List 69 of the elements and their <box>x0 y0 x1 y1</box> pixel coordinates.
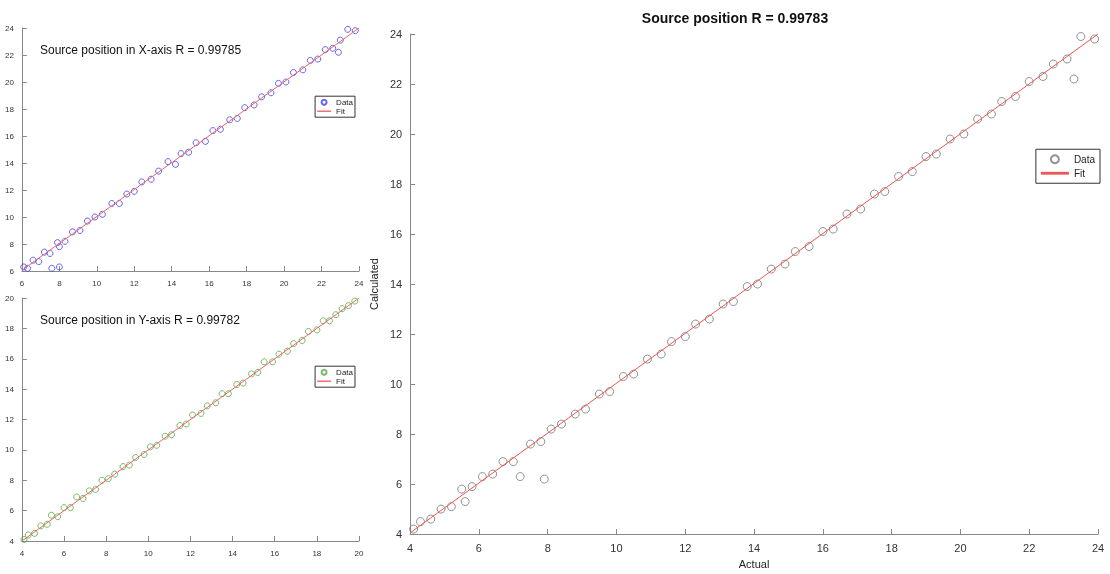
y-tick-label: 12 <box>4 415 15 424</box>
x-tick-label: 8 <box>57 278 63 288</box>
x-tick-label: 14 <box>167 278 177 288</box>
x-tick-label: 14 <box>747 541 761 554</box>
x-tick-label: 14 <box>228 548 238 558</box>
y-tick-label: 16 <box>389 228 403 241</box>
y-tick-label: 14 <box>4 158 15 168</box>
x-tick-label: 10 <box>610 541 623 554</box>
legend-label: Fit <box>336 376 346 386</box>
chart-title: Source position R = 0.99783 <box>641 10 829 26</box>
y-tick-label: 24 <box>4 23 15 33</box>
x-tick-label: 8 <box>544 541 551 554</box>
y-tick-label: 6 <box>9 266 15 276</box>
x-tick-label: 10 <box>92 278 102 288</box>
x-tick-label: 16 <box>270 548 280 558</box>
y-tick-label: 20 <box>4 77 15 87</box>
legend-label: Fit <box>336 106 346 116</box>
y-tick-label: 14 <box>4 384 15 394</box>
y-tick-label: 20 <box>389 128 403 141</box>
y-tick-label: 18 <box>389 178 403 191</box>
y-tick-label: 10 <box>4 445 15 455</box>
legend-label: Data <box>336 367 354 377</box>
y-tick-label: 18 <box>4 323 15 333</box>
x-tick-label: 4 <box>407 541 414 554</box>
x-tick-label: 18 <box>885 541 898 554</box>
annotation: Source position in X-axis R = 0.99785 <box>40 43 242 57</box>
y-tick-label: 6 <box>396 478 403 491</box>
x-tick-label: 4 <box>19 548 25 558</box>
x-tick-label: 8 <box>103 548 109 558</box>
y-tick-label: 10 <box>4 212 15 222</box>
legend-label: Data <box>336 97 354 107</box>
y-tick-label: 6 <box>9 506 15 516</box>
y-tick-label: 8 <box>9 475 15 485</box>
x-tick-label: 12 <box>186 548 196 558</box>
y-tick-label: 24 <box>389 28 403 40</box>
y-tick-label: 12 <box>4 185 15 195</box>
x-tick-label: 10 <box>143 548 154 558</box>
x-tick-label: 12 <box>679 541 692 554</box>
x-tick-label: 22 <box>317 278 327 288</box>
x-tick-label: 24 <box>1091 541 1105 554</box>
y-tick-label: 10 <box>389 378 403 391</box>
x-axis-title: Actual <box>738 557 770 570</box>
x-tick-label: 12 <box>129 278 140 288</box>
y-tick-label: 22 <box>389 78 403 91</box>
x-tick-label: 24 <box>354 278 364 288</box>
x-tick-label: 6 <box>61 548 67 558</box>
y-tick-label: 20 <box>4 293 15 303</box>
x-tick-label: 20 <box>279 278 290 288</box>
y-axis-title: Calculated <box>367 258 380 311</box>
legend-label: Data <box>1073 153 1096 165</box>
y-tick-label: 8 <box>9 239 15 249</box>
y-tick-label: 16 <box>4 354 15 364</box>
x-tick-label: 18 <box>242 278 252 288</box>
y-tick-label: 8 <box>396 428 403 441</box>
y-tick-label: 18 <box>4 104 15 114</box>
y-tick-label: 12 <box>389 328 403 341</box>
y-tick-label: 16 <box>4 131 15 141</box>
annotation: Source position in Y-axis R = 0.99782 <box>40 313 241 327</box>
x-tick-label: 22 <box>1023 541 1036 554</box>
x-tick-label: 20 <box>954 541 967 554</box>
x-tick-label: 16 <box>816 541 829 554</box>
legend-label: Fit <box>1073 167 1086 179</box>
y-tick-label: 4 <box>396 528 403 541</box>
x-tick-label: 6 <box>475 541 482 554</box>
x-tick-label: 6 <box>19 278 25 288</box>
x-tick-label: 16 <box>204 278 215 288</box>
x-tick-label: 18 <box>312 548 322 558</box>
x-tick-label: 20 <box>354 548 364 558</box>
y-tick-label: 22 <box>4 50 15 60</box>
